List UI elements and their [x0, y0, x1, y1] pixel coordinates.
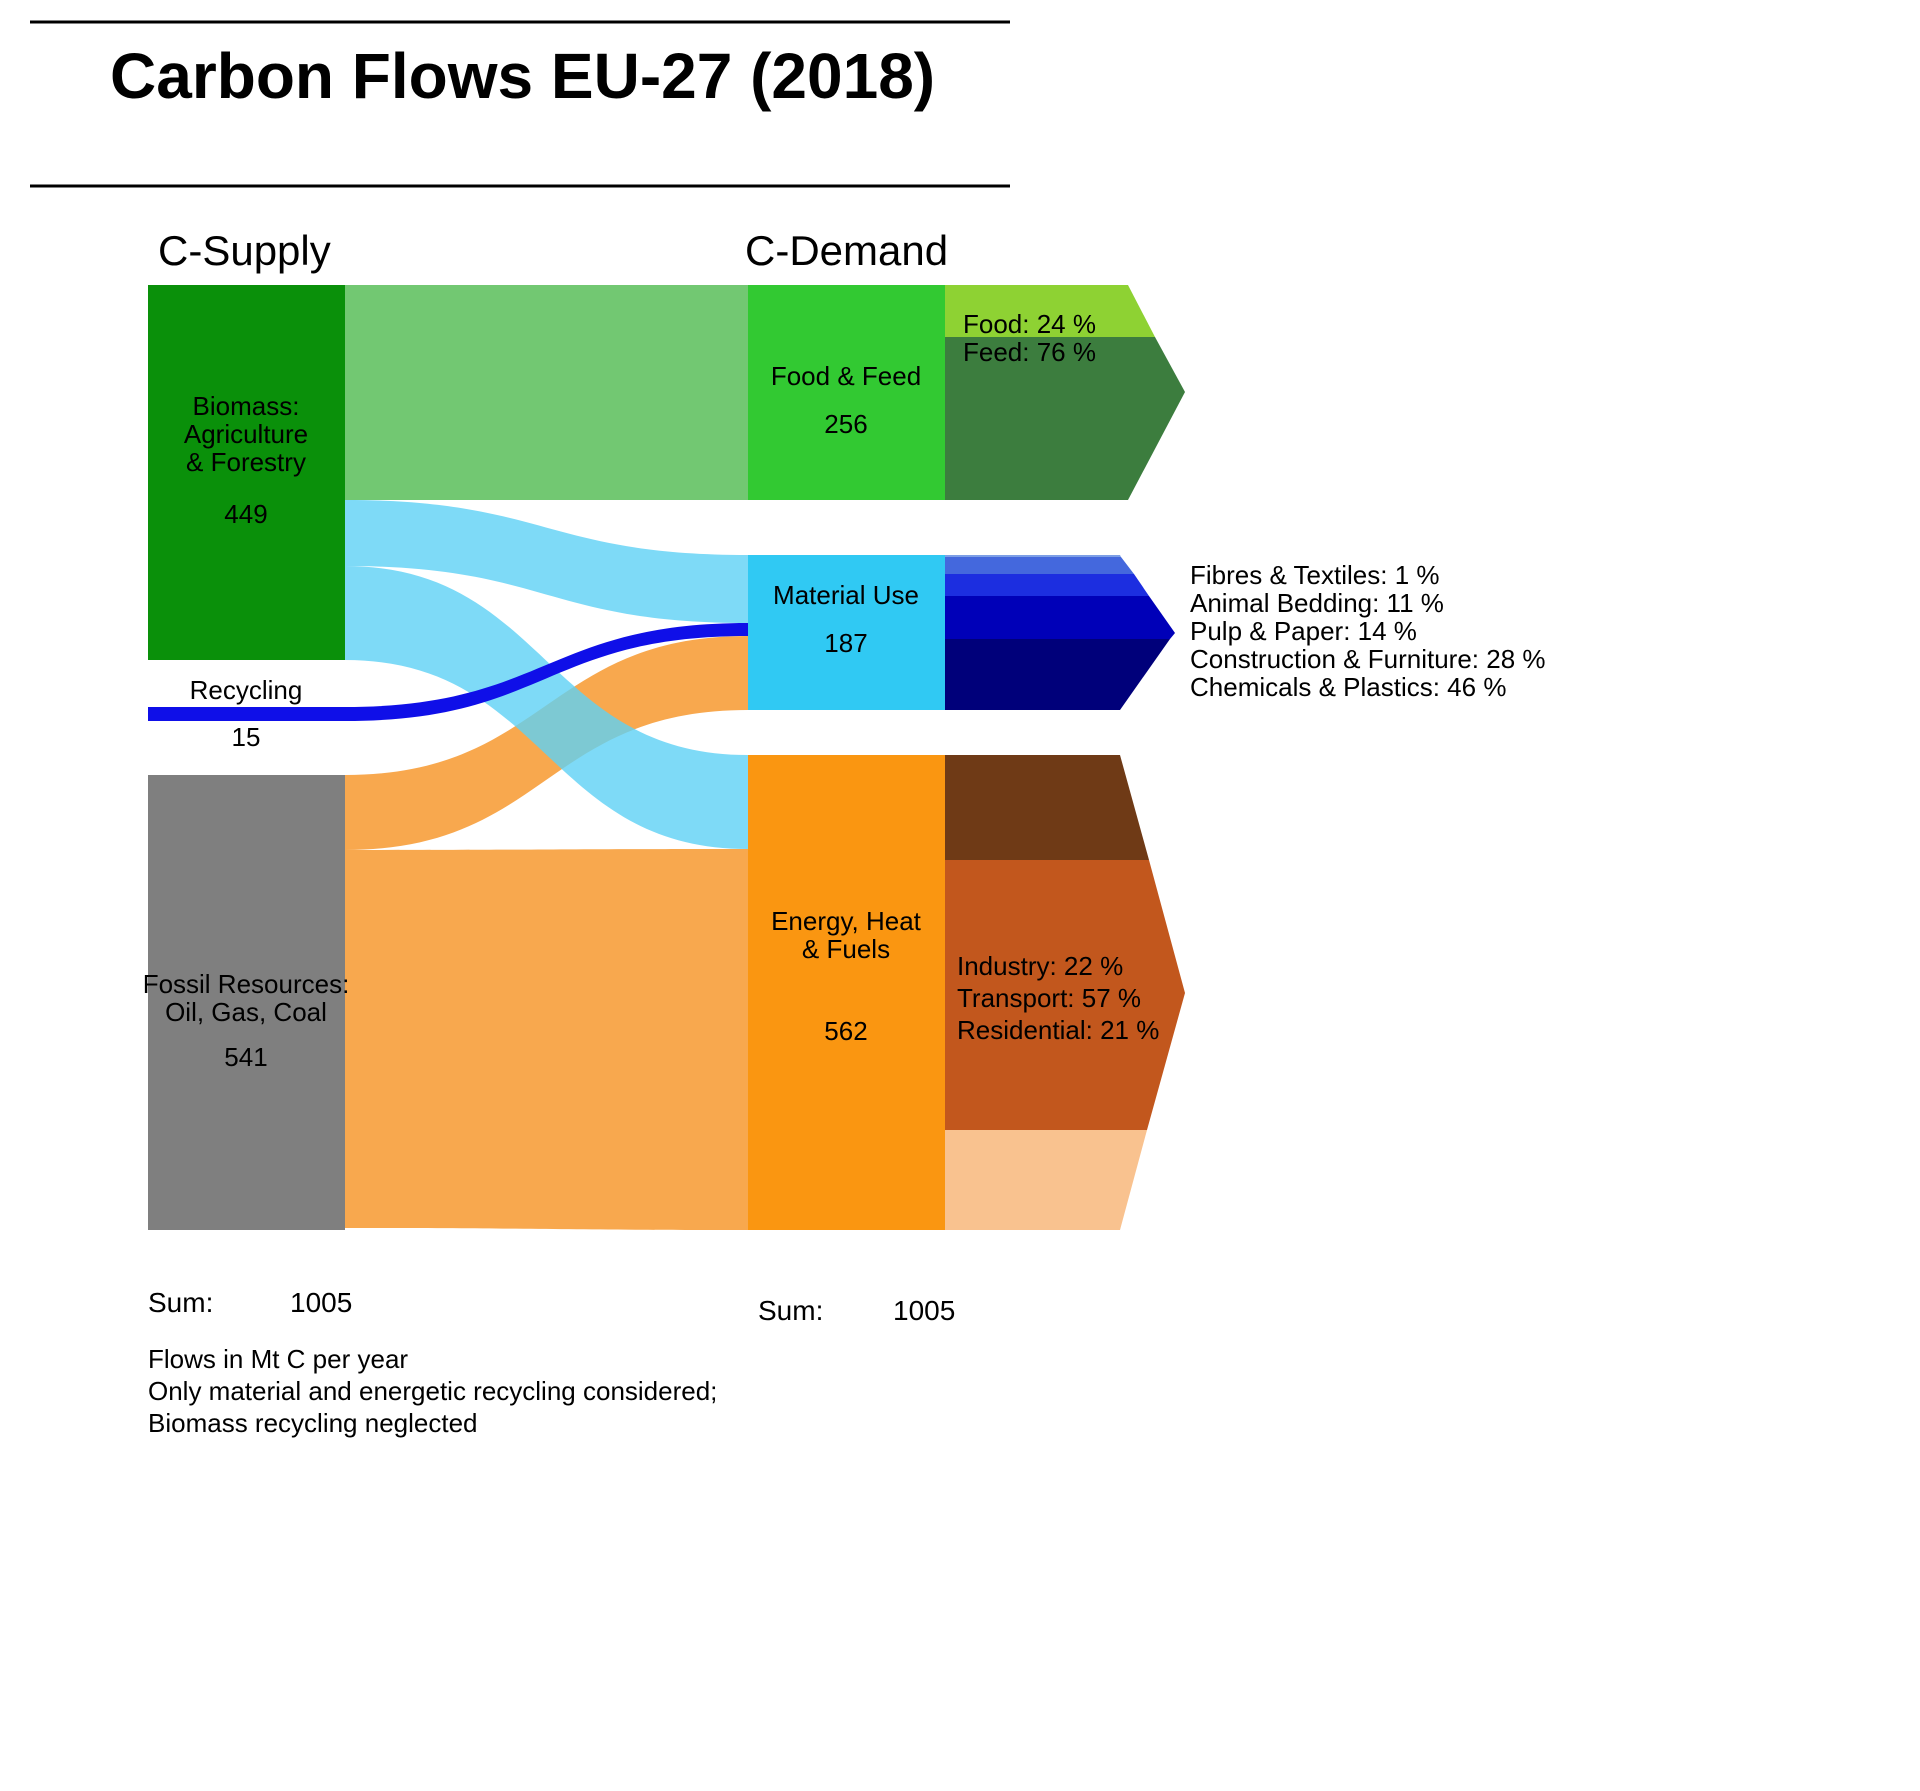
- footnote-line-3: Biomass recycling neglected: [148, 1408, 478, 1438]
- material-use-value: 187: [824, 628, 867, 658]
- material-breakdown-label-construction: Construction & Furniture: 28 %: [1190, 644, 1546, 674]
- energy-output-arrow: Industry: 22 % Transport: 57 % Residenti…: [945, 755, 1185, 1230]
- footnotes: Flows in Mt C per year Only material and…: [148, 1344, 717, 1438]
- biomass-label-line-2: Agriculture: [184, 419, 308, 449]
- food-feed-value: 256: [824, 409, 867, 439]
- segment-fibres-textiles: [945, 555, 1121, 557]
- flow-fossil-energy: [345, 849, 748, 1230]
- biomass-label-line-1: Biomass:: [193, 391, 300, 421]
- material-breakdown-label-fibres: Fibres & Textiles: 1 %: [1190, 560, 1440, 590]
- sums: Sum: 1005 Sum: 1005: [148, 1287, 955, 1326]
- segment-animal-bedding: [945, 557, 1134, 574]
- flow-biomass-energy: [345, 566, 748, 849]
- biomass-label-line-3: & Forestry: [186, 447, 306, 477]
- material-breakdown-label-bedding: Animal Bedding: 11 %: [1190, 588, 1444, 618]
- sum-value-supply: 1005: [290, 1287, 352, 1318]
- material-breakdown-label-pulp: Pulp & Paper: 14 %: [1190, 616, 1417, 646]
- recycling-value: 15: [232, 722, 261, 752]
- demand-nodes: [748, 285, 945, 1230]
- material-use-label: Material Use: [773, 580, 919, 610]
- node-recycling: [148, 707, 345, 721]
- supply-column-header: C-Supply: [158, 227, 331, 274]
- segment-food: [945, 285, 1155, 337]
- energy-label-line-2: & Fuels: [802, 934, 890, 964]
- biomass-value: 449: [224, 499, 267, 529]
- fossil-label-line-1: Fossil Resources:: [143, 969, 350, 999]
- node-labels: Biomass: Agriculture & Forestry 449 Recy…: [143, 361, 922, 1072]
- node-food-feed: [748, 285, 945, 500]
- sum-label-demand: Sum:: [758, 1295, 823, 1326]
- sum-value-demand: 1005: [893, 1295, 955, 1326]
- fossil-label-line-2: Oil, Gas, Coal: [165, 997, 327, 1027]
- material-use-output-arrow: Fibres & Textiles: 1 % Animal Bedding: 1…: [945, 555, 1546, 710]
- page-title: Carbon Flows EU-27 (2018): [110, 40, 935, 112]
- node-energy: [748, 755, 945, 1230]
- node-biomass: [148, 285, 345, 660]
- feed-pct-label: Feed: 76 %: [963, 337, 1096, 367]
- energy-breakdown-label-transport: Transport: 57 %: [957, 983, 1141, 1013]
- segment-construction-furniture: [945, 596, 1175, 639]
- sum-label-supply: Sum:: [148, 1287, 213, 1318]
- footnote-line-2: Only material and energetic recycling co…: [148, 1376, 717, 1406]
- segment-pulp-paper: [945, 574, 1149, 596]
- node-material-use: [748, 555, 945, 710]
- food-feed-label: Food & Feed: [771, 361, 921, 391]
- supply-nodes: [148, 285, 345, 1230]
- energy-value: 562: [824, 1016, 867, 1046]
- segment-chemicals-plastics: [945, 639, 1170, 710]
- sankey-flows: [345, 285, 748, 1230]
- node-fossil: [148, 775, 345, 1230]
- segment-residential: [945, 1130, 1147, 1230]
- footnote-line-1: Flows in Mt C per year: [148, 1344, 408, 1374]
- energy-breakdown-label-industry: Industry: 22 %: [957, 951, 1123, 981]
- food-feed-output-arrow: Food: 24 % Feed: 76 %: [945, 285, 1185, 500]
- flow-biomass-food: [345, 285, 748, 500]
- demand-column-header: C-Demand: [745, 227, 948, 274]
- food-pct-label: Food: 24 %: [963, 309, 1096, 339]
- fossil-value: 541: [224, 1042, 267, 1072]
- segment-industry: [945, 755, 1149, 860]
- flow-biomass-material: [345, 500, 748, 623]
- segment-transport: [945, 860, 1185, 1130]
- flow-recycling-material: [345, 623, 748, 721]
- energy-breakdown-label-residential: Residential: 21 %: [957, 1015, 1159, 1045]
- segment-feed: [945, 337, 1185, 500]
- energy-label-line-1: Energy, Heat: [771, 906, 922, 936]
- recycling-label: Recycling: [190, 675, 303, 705]
- material-breakdown-label-chemicals: Chemicals & Plastics: 46 %: [1190, 672, 1506, 702]
